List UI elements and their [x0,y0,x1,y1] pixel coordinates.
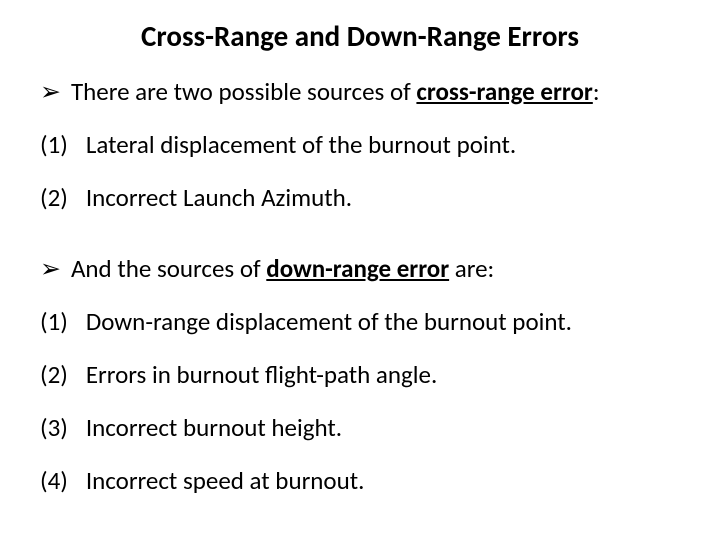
section-spacer [40,235,680,253]
list-item: (1) Down-range displacement of the burno… [40,306,680,337]
title-text: Cross-Range and Down-Range Errors [141,18,579,54]
item-text: Incorrect burnout height. [86,412,342,443]
intro-text-wrapper: And the sources of down-range error are: [71,253,494,284]
page-title: Cross-Range and Down-Range Errors [40,18,680,54]
intro2-prefix: And the sources of [71,253,266,284]
list-item: (1) Lateral displacement of the burnout … [40,129,680,160]
intro-cross-range: ➢ There are two possible sources of cros… [40,76,680,107]
list-item: (3) Incorrect burnout height. [40,412,680,443]
item-text: Incorrect speed at burnout. [86,465,365,496]
list-item: (4) Incorrect speed at burnout. [40,465,680,496]
list-item: (2) Errors in burnout flight-path angle. [40,359,680,390]
item-number: (1) [40,306,68,337]
bullet-arrow-icon: ➢ [40,254,61,284]
item-text: Incorrect Launch Azimuth. [86,182,352,213]
intro1-emph: cross-range error [416,76,592,107]
item-number: (2) [40,182,68,213]
intro-text-wrapper: There are two possible sources of cross-… [71,76,600,107]
bullet-arrow-icon: ➢ [40,77,61,107]
intro1-prefix: There are two possible sources of [71,76,416,107]
list-item: (2) Incorrect Launch Azimuth. [40,182,680,213]
item-number: (3) [40,412,68,443]
item-number: (1) [40,129,68,160]
intro-down-range: ➢ And the sources of down-range error ar… [40,253,680,284]
item-text: Lateral displacement of the burnout poin… [86,129,516,160]
item-text: Down-range displacement of the burnout p… [86,306,572,337]
item-number: (4) [40,465,68,496]
item-text: Errors in burnout flight-path angle. [86,359,437,390]
intro2-suffix: are: [449,253,494,284]
item-number: (2) [40,359,68,390]
intro2-emph: down-range error [266,253,449,284]
intro1-suffix: : [593,76,600,107]
